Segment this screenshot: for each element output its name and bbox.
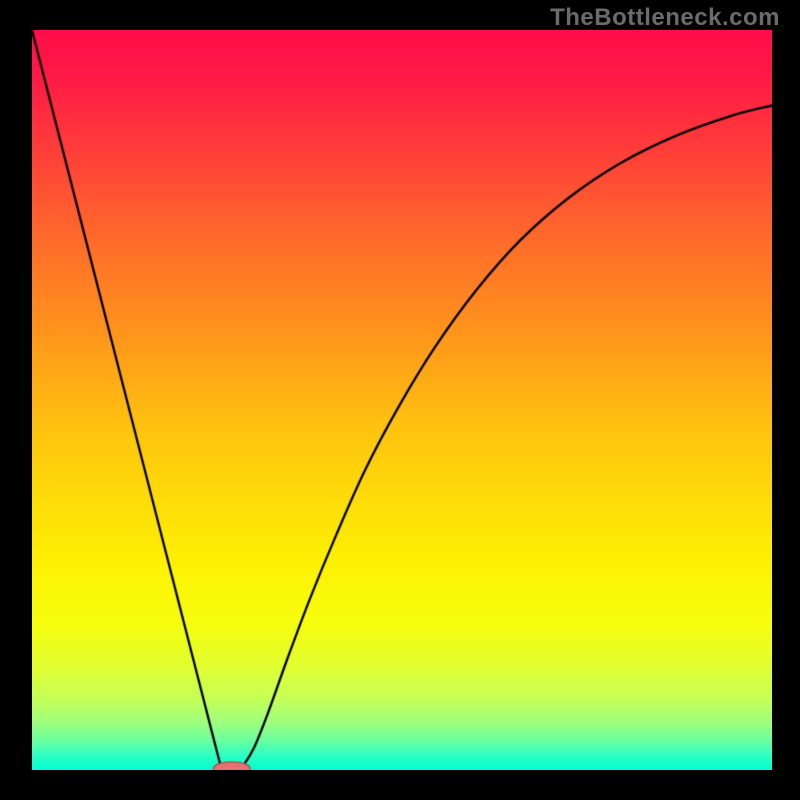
watermark-text: TheBottleneck.com [550,4,780,32]
bottleneck-curve-chart [32,30,772,770]
